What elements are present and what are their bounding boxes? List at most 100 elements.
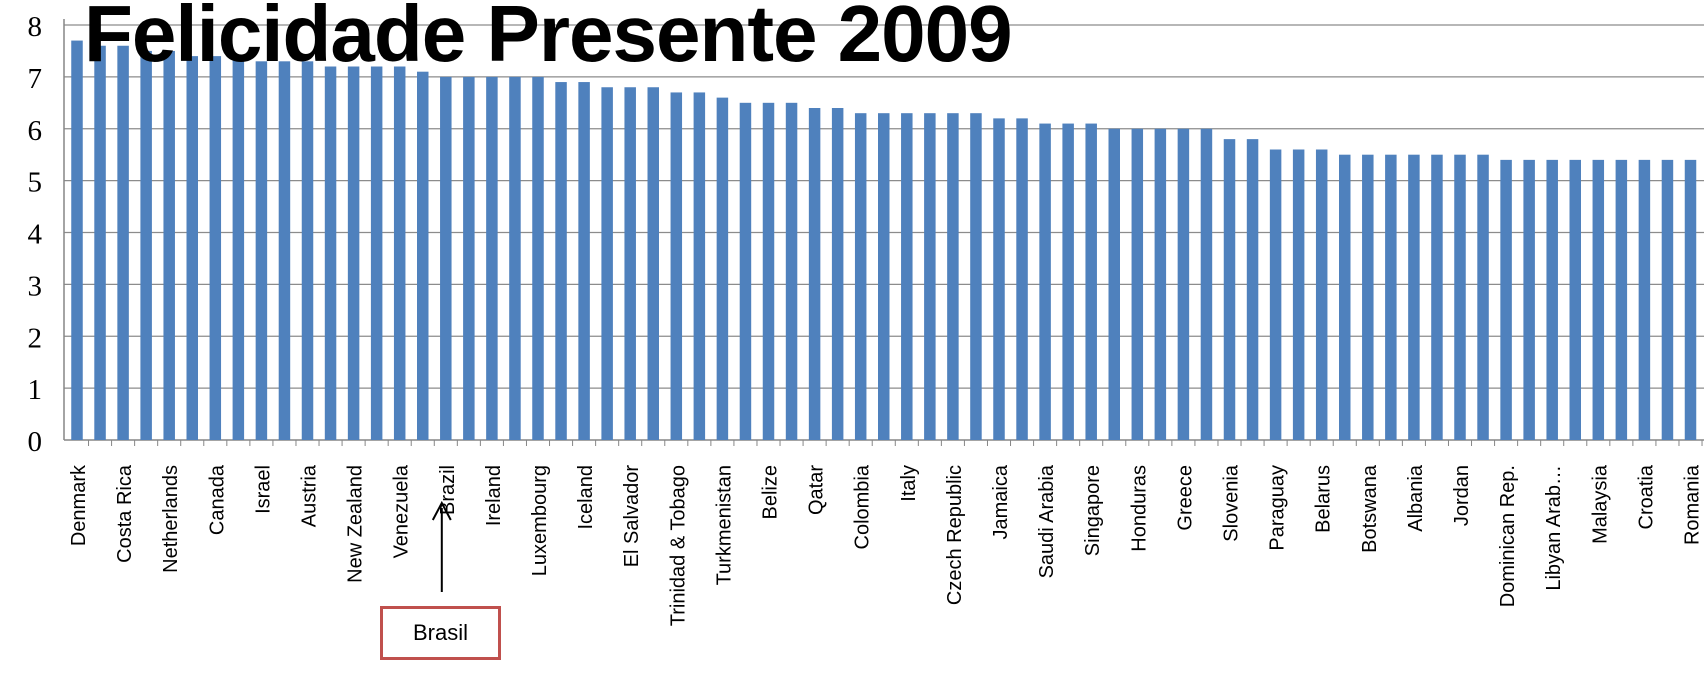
bar [924, 113, 936, 440]
y-tick-label: 1 [28, 374, 43, 406]
bar [1085, 123, 1097, 440]
bar [739, 102, 752, 440]
y-tick-label: 2 [28, 322, 43, 354]
bar [624, 87, 636, 440]
bar [1431, 154, 1443, 440]
bar [1154, 128, 1167, 440]
bar [670, 92, 683, 440]
bar [324, 66, 337, 440]
x-tick-label: Paraguay [1267, 465, 1289, 551]
bar [463, 76, 475, 440]
x-tick-label: Venezuela [391, 464, 413, 558]
bar [647, 87, 659, 440]
bar [1500, 159, 1512, 440]
x-tick-label: New Zealand [345, 465, 367, 583]
x-tick-label: Belarus [1313, 465, 1335, 533]
bar [186, 56, 198, 440]
x-tick-label: Libyan Arab… [1543, 465, 1565, 591]
y-tick-label: 6 [28, 115, 43, 147]
bar [1177, 128, 1190, 440]
bar [693, 92, 706, 440]
x-tick-label: Ireland [483, 465, 505, 526]
x-tick-label: El Salvador [621, 465, 643, 568]
bar [716, 97, 729, 440]
x-tick-label: Botswana [1359, 464, 1381, 553]
bar [1569, 159, 1581, 440]
bar [1454, 154, 1466, 440]
bar [578, 82, 590, 440]
bar [1062, 123, 1074, 440]
bar [393, 66, 406, 440]
bar [1039, 123, 1051, 440]
bar [1246, 139, 1259, 440]
bar [1592, 159, 1605, 440]
bar [71, 40, 83, 440]
x-tick-label: Croatia [1635, 464, 1657, 529]
annotation-label: Brasil [412, 620, 468, 645]
bar [417, 71, 429, 440]
bar [117, 45, 129, 440]
bar [1661, 159, 1674, 440]
bar [1362, 154, 1374, 440]
bar [1315, 149, 1328, 440]
bar [1638, 159, 1651, 440]
x-tick-label: Jordan [1451, 465, 1473, 526]
bar [555, 82, 567, 440]
x-tick-label: Dominican Rep. [1497, 465, 1519, 607]
annotation-arrow-head [431, 500, 452, 521]
x-tick-label: Italy [898, 465, 920, 502]
x-tick-label: Canada [206, 464, 228, 535]
x-tick-label: Saudi Arabia [1036, 464, 1058, 578]
bar [1684, 159, 1697, 440]
bar [232, 56, 245, 440]
bar [970, 113, 982, 440]
bar [94, 45, 106, 440]
bar [1408, 154, 1420, 440]
x-tick-label: Turkmenistan [713, 465, 735, 585]
x-tick-label: Greece [1174, 465, 1196, 531]
x-tick-label: Czech Republic [944, 465, 966, 605]
x-tick-label: Austria [299, 464, 321, 527]
bar [1477, 154, 1489, 440]
x-tick-label: Jamaica [990, 464, 1012, 539]
bar [209, 56, 222, 440]
bar [1546, 159, 1558, 440]
bar [301, 61, 314, 440]
bar [1200, 128, 1213, 440]
bar [993, 118, 1005, 440]
bar [1523, 159, 1535, 440]
bar [255, 61, 268, 440]
x-tick-label: Belize [760, 465, 782, 519]
y-tick-label: 3 [28, 270, 43, 302]
bar [278, 61, 291, 440]
bar [1339, 154, 1351, 440]
chart-title: Felicidade Presente 2009 [84, 0, 1013, 78]
x-tick-label: Singapore [1082, 465, 1104, 556]
bar [1269, 149, 1282, 440]
bar [1615, 159, 1628, 440]
x-tick-label: Netherlands [160, 465, 182, 573]
bar [1385, 154, 1397, 440]
x-tick-label: Albania [1405, 464, 1427, 532]
x-tick-label: Luxembourg [529, 465, 551, 576]
x-tick-label: Israel [252, 465, 274, 514]
x-tick-label: Trinidad & Tobago [667, 465, 689, 626]
bar [1108, 128, 1120, 440]
bar [486, 76, 498, 440]
y-tick-label: 5 [28, 167, 43, 199]
bar [1292, 149, 1305, 440]
bar [831, 108, 844, 440]
bar [947, 113, 959, 440]
bar [808, 108, 821, 440]
bar [440, 76, 452, 440]
bar [163, 50, 175, 440]
x-tick-label: Iceland [575, 465, 597, 530]
x-tick-label: Slovenia [1221, 464, 1243, 542]
y-tick-label: 7 [28, 63, 43, 95]
y-tick-label: 8 [28, 11, 43, 43]
x-tick-label: Romania [1682, 464, 1704, 545]
annotation-callout-box: Brasil [380, 606, 501, 660]
bar [901, 113, 913, 440]
bar [140, 50, 152, 440]
bar [1016, 118, 1028, 440]
